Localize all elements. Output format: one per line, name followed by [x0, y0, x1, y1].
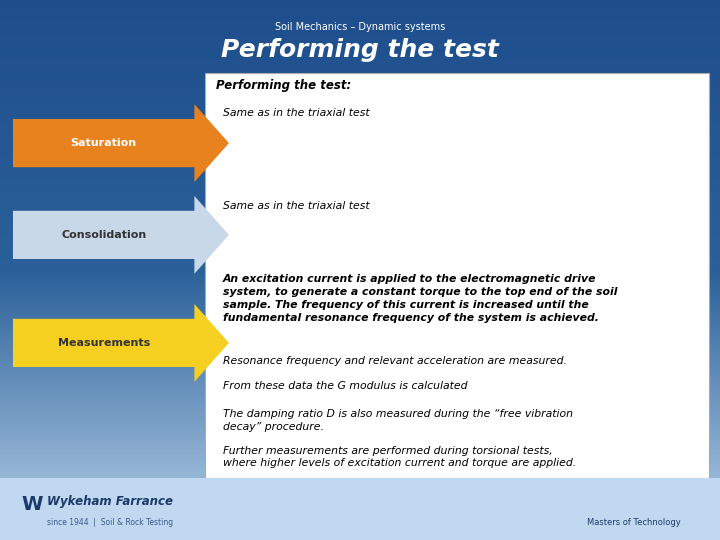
Text: W: W [22, 495, 43, 514]
Text: Wykeham Farrance: Wykeham Farrance [47, 495, 173, 508]
Text: Consolidation: Consolidation [61, 230, 146, 240]
Text: since 1944  |  Soil & Rock Testing: since 1944 | Soil & Rock Testing [47, 518, 173, 527]
Text: Same as in the triaxial test: Same as in the triaxial test [223, 201, 370, 211]
Text: Saturation: Saturation [71, 138, 137, 148]
Text: Soil Mechanics – Dynamic systems: Soil Mechanics – Dynamic systems [275, 22, 445, 32]
Text: Masters of Technology: Masters of Technology [587, 518, 680, 527]
FancyBboxPatch shape [0, 478, 720, 540]
Polygon shape [13, 196, 229, 274]
Text: Performing the test: Performing the test [221, 38, 499, 62]
Text: Measurements: Measurements [58, 338, 150, 348]
FancyBboxPatch shape [205, 73, 709, 478]
Text: Performing the test:: Performing the test: [216, 79, 351, 92]
Text: From these data the G modulus is calculated: From these data the G modulus is calcula… [223, 381, 468, 391]
Text: Resonance frequency and relevant acceleration are measured.: Resonance frequency and relevant acceler… [223, 356, 567, 367]
Text: The damping ratio D is also measured during the “free vibration
decay” procedure: The damping ratio D is also measured dur… [223, 409, 573, 431]
Polygon shape [13, 304, 229, 382]
Text: Further measurements are performed during torsional tests,
where higher levels o: Further measurements are performed durin… [223, 446, 577, 468]
Polygon shape [13, 104, 229, 182]
Text: An excitation current is applied to the electromagnetic drive
system, to generat: An excitation current is applied to the … [223, 274, 618, 323]
Text: Same as in the triaxial test: Same as in the triaxial test [223, 108, 370, 118]
